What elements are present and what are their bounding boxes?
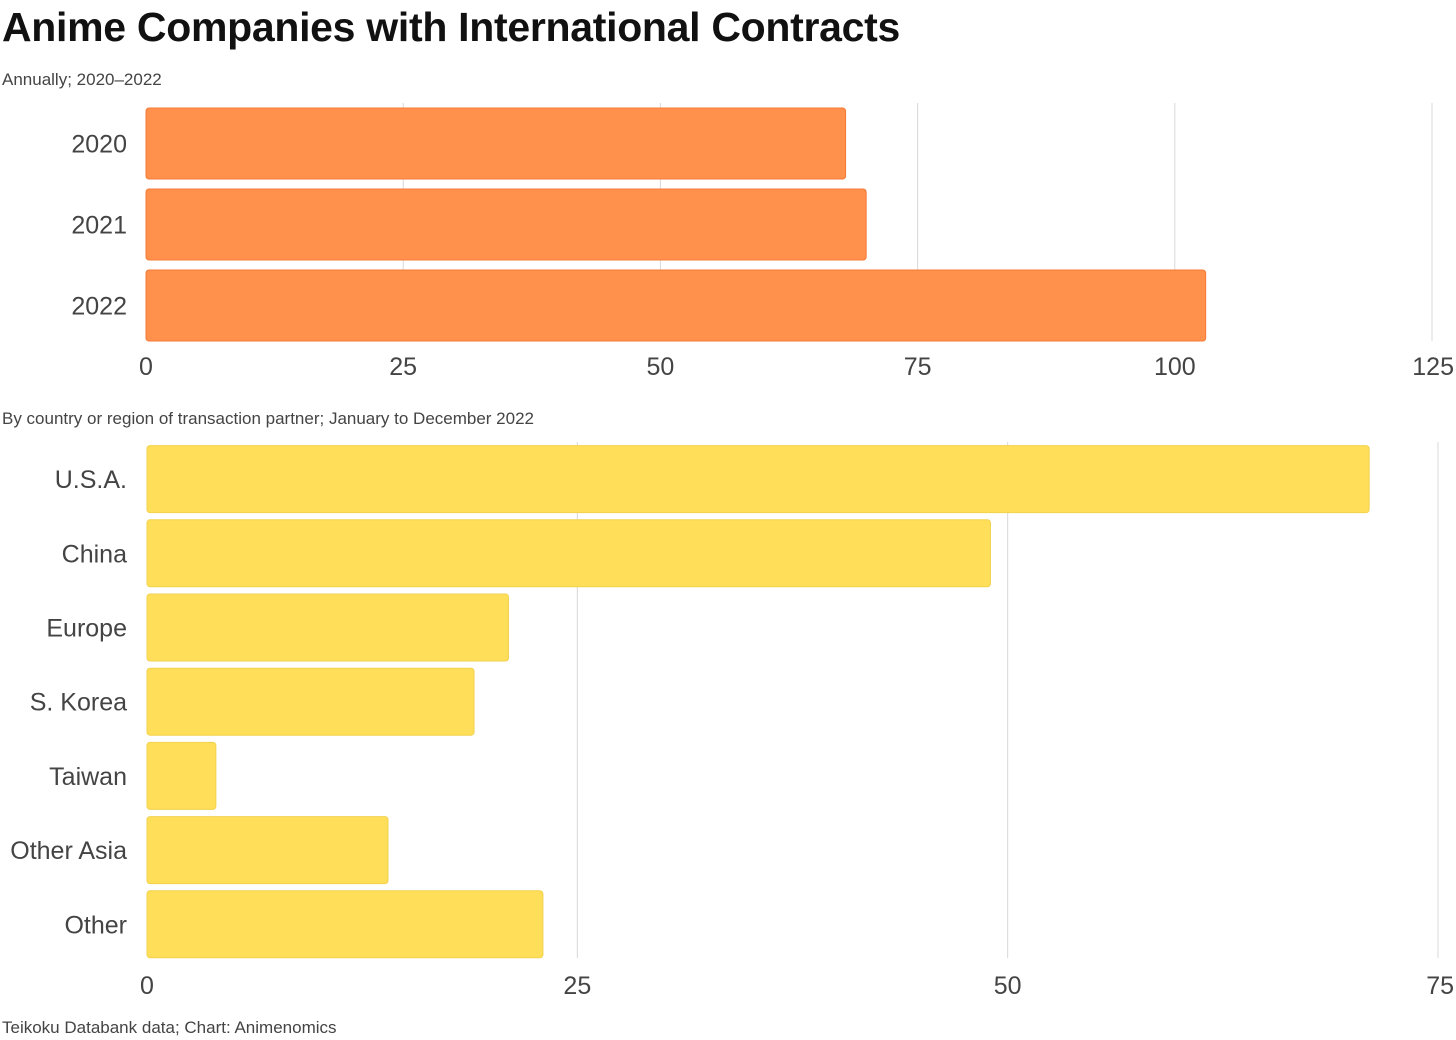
source-note: Teikoku Databank data; Chart: Animenomic… xyxy=(2,1018,337,1037)
country-bar-chart: 0 25 50 75 U.S.A. China Europe S. Korea Taiwan Ot… xyxy=(10,442,1454,1000)
chart-title: Anime Companies with International Contr… xyxy=(2,4,901,50)
x-tick-label: 75 xyxy=(904,353,932,381)
category-label: U.S.A. xyxy=(55,466,127,494)
category-label: 2020 xyxy=(71,131,127,159)
x-tick-label: 25 xyxy=(389,353,417,381)
bar-2021 xyxy=(145,188,867,261)
x-tick-label: 125 xyxy=(1412,353,1454,381)
category-label: Europe xyxy=(46,615,127,643)
category-label: Taiwan xyxy=(49,763,127,791)
category-label: 2021 xyxy=(71,212,127,240)
x-tick-label: 100 xyxy=(1154,353,1196,381)
category-label: 2022 xyxy=(71,293,127,321)
category-label: Other xyxy=(64,911,127,939)
category-label: China xyxy=(62,540,127,568)
x-tick-label: 0 xyxy=(140,972,154,1000)
bar-europe xyxy=(146,593,509,662)
x-tick-label: 50 xyxy=(646,353,674,381)
bar-2020 xyxy=(145,107,847,180)
bar-2022 xyxy=(145,269,1207,342)
bar-u-s-a xyxy=(146,445,1370,514)
x-tick-label: 25 xyxy=(563,972,591,1000)
category-label: S. Korea xyxy=(30,689,127,717)
bar-taiwan xyxy=(146,741,217,810)
bar-china xyxy=(146,519,991,588)
bar-other xyxy=(146,890,544,959)
x-tick-label: 75 xyxy=(1426,972,1454,1000)
x-tick-label: 50 xyxy=(994,972,1022,1000)
bar-other-asia xyxy=(146,816,389,885)
top-chart-subtitle: Annually; 2020–2022 xyxy=(2,70,162,89)
category-label: Other Asia xyxy=(10,837,127,865)
x-tick-label: 0 xyxy=(139,353,153,381)
annual-bar-chart: 0 25 50 75 100 125 2020 2021 2022 xyxy=(71,103,1454,381)
bottom-chart-subtitle: By country or region of transaction part… xyxy=(2,409,535,428)
bar-s-korea xyxy=(146,667,475,736)
